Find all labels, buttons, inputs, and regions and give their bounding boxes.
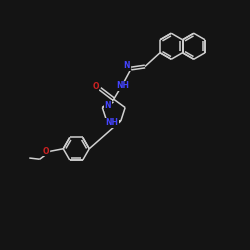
Text: N: N	[124, 62, 130, 70]
Text: NH: NH	[106, 118, 119, 128]
Text: N: N	[104, 101, 111, 110]
Text: O: O	[92, 82, 99, 91]
Text: O: O	[42, 147, 49, 156]
Text: NH: NH	[116, 82, 130, 90]
